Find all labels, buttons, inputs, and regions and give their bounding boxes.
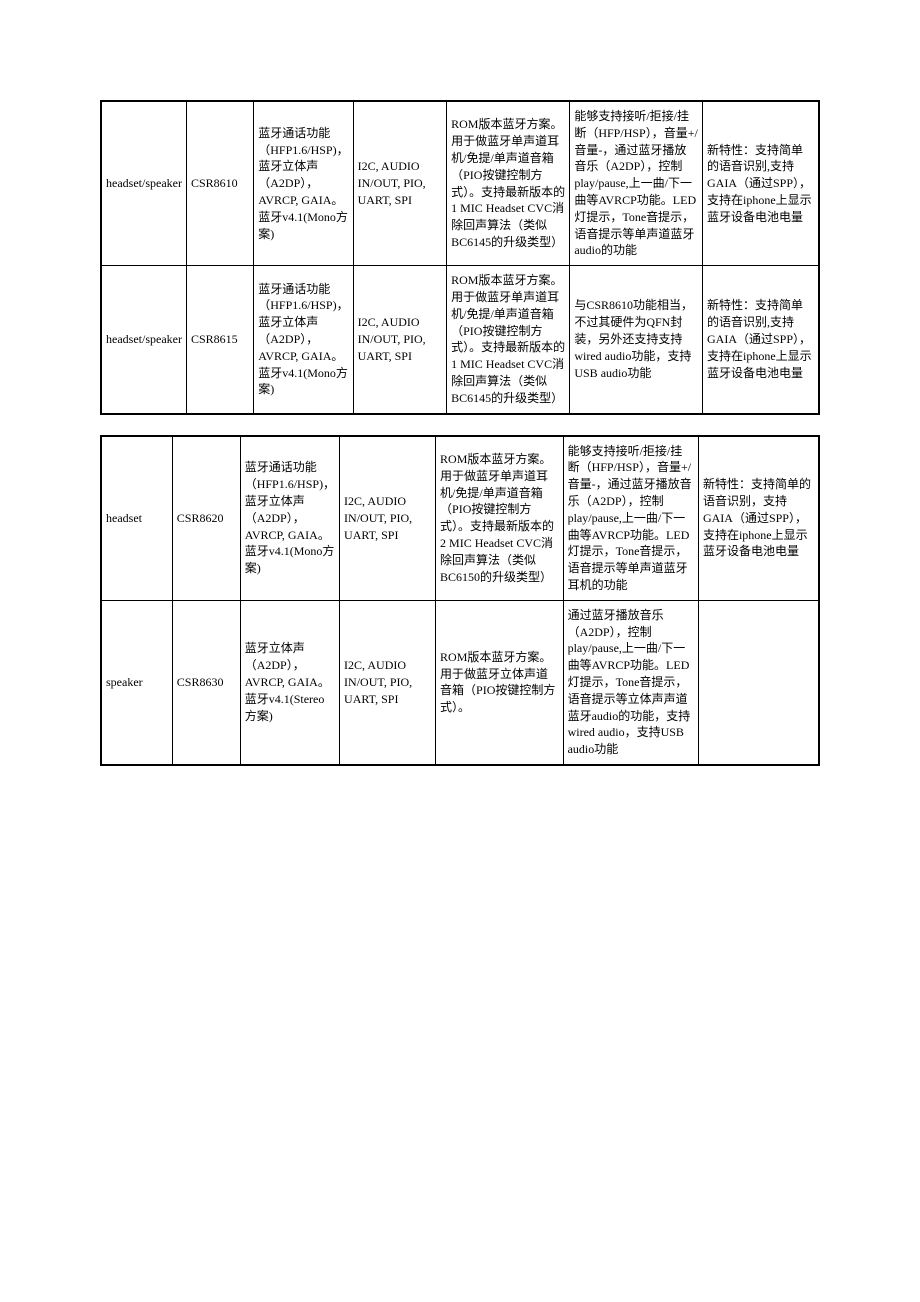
table-row: speaker CSR8630 蓝牙立体声（A2DP），AVRCP, GAIA。…: [101, 600, 819, 765]
table-row: headset/speaker CSR8615 蓝牙通话功能（HFP1.6/HS…: [101, 266, 819, 414]
cell-capabilities: 与CSR8610功能相当，不过其硬件为QFN封装，另外还支持支持wired au…: [570, 266, 703, 414]
cell-new-features: [698, 600, 819, 765]
cell-device-type: headset: [101, 436, 172, 601]
cell-new-features: 新特性：支持简单的语音识别,支持GAIA（通过SPP），支持在iphone上显示…: [703, 101, 820, 266]
cell-model: CSR8610: [186, 101, 253, 266]
cell-description: ROM版本蓝牙方案。用于做蓝牙单声道耳机/免提/单声道音箱（PIO按键控制方式）…: [447, 266, 570, 414]
cell-features: 蓝牙通话功能（HFP1.6/HSP)，蓝牙立体声（A2DP），AVRCP, GA…: [254, 101, 353, 266]
cell-device-type: headset/speaker: [101, 101, 186, 266]
cell-description: ROM版本蓝牙方案。用于做蓝牙单声道耳机/免提/单声道音箱（PIO按键控制方式）…: [436, 436, 564, 601]
cell-interfaces: I2C, AUDIO IN/OUT, PIO, UART, SPI: [340, 436, 436, 601]
spec-table-2: headset CSR8620 蓝牙通话功能（HFP1.6/HSP)，蓝牙立体声…: [100, 435, 820, 766]
cell-capabilities: 能够支持接听/拒接/挂断（HFP/HSP），音量+/音量-，通过蓝牙播放音乐（A…: [563, 436, 698, 601]
cell-device-type: speaker: [101, 600, 172, 765]
spec-table-1: headset/speaker CSR8610 蓝牙通话功能（HFP1.6/HS…: [100, 100, 820, 415]
table-group-2: headset CSR8620 蓝牙通话功能（HFP1.6/HSP)，蓝牙立体声…: [100, 435, 820, 766]
cell-description: ROM版本蓝牙方案。用于做蓝牙单声道耳机/免提/单声道音箱（PIO按键控制方式）…: [447, 101, 570, 266]
cell-interfaces: I2C, AUDIO IN/OUT, PIO, UART, SPI: [340, 600, 436, 765]
cell-capabilities: 能够支持接听/拒接/挂断（HFP/HSP），音量+/音量-，通过蓝牙播放音乐（A…: [570, 101, 703, 266]
table-group-1: headset/speaker CSR8610 蓝牙通话功能（HFP1.6/HS…: [100, 100, 820, 415]
table-row: headset/speaker CSR8610 蓝牙通话功能（HFP1.6/HS…: [101, 101, 819, 266]
cell-new-features: 新特性：支持简单的语音识别，支持GAIA（通过SPP），支持在iphone上显示…: [698, 436, 819, 601]
cell-capabilities: 通过蓝牙播放音乐（A2DP），控制play/pause,上一曲/下一曲等AVRC…: [563, 600, 698, 765]
cell-model: CSR8615: [186, 266, 253, 414]
cell-interfaces: I2C, AUDIO IN/OUT, PIO, UART, SPI: [353, 266, 447, 414]
cell-features: 蓝牙通话功能（HFP1.6/HSP)，蓝牙立体声（A2DP），AVRCP, GA…: [254, 266, 353, 414]
cell-features: 蓝牙立体声（A2DP），AVRCP, GAIA。蓝牙v4.1(Stereo方案): [240, 600, 339, 765]
cell-description: ROM版本蓝牙方案。用于做蓝牙立体声道音箱（PIO按键控制方式）。: [436, 600, 564, 765]
cell-new-features: 新特性：支持简单的语音识别,支持GAIA（通过SPP），支持在iphone上显示…: [703, 266, 820, 414]
cell-model: CSR8620: [172, 436, 240, 601]
cell-model: CSR8630: [172, 600, 240, 765]
cell-interfaces: I2C, AUDIO IN/OUT, PIO, UART, SPI: [353, 101, 447, 266]
cell-device-type: headset/speaker: [101, 266, 186, 414]
table-row: headset CSR8620 蓝牙通话功能（HFP1.6/HSP)，蓝牙立体声…: [101, 436, 819, 601]
cell-features: 蓝牙通话功能（HFP1.6/HSP)，蓝牙立体声（A2DP），AVRCP, GA…: [240, 436, 339, 601]
